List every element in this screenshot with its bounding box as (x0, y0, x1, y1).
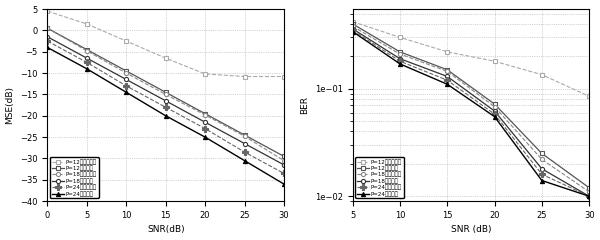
P=24优化导频 (280, 183, 287, 186)
P=12未优化导频 (162, 57, 169, 60)
P=18优化导频 (397, 57, 404, 60)
P=12未优化导频 (443, 50, 451, 53)
Legend: P=12未优化导频, P=12优化导频, P=18未优化导频, P=18优化导频, P=24未优化导频, P=24优化导频: P=12未优化导频, P=12优化导频, P=18未优化导频, P=18优化导频… (50, 157, 98, 198)
P=12未优化导频 (280, 75, 287, 78)
P=18未优化导频 (349, 25, 356, 28)
P=18未优化导频 (280, 159, 287, 162)
P=24优化导频 (491, 115, 498, 118)
Line: P=12未优化导频: P=12未优化导频 (46, 9, 286, 78)
P=18未优化导频 (443, 70, 451, 73)
P=18优化导频 (122, 78, 130, 81)
P=18未优化导频 (162, 93, 169, 96)
P=18优化导频 (202, 121, 209, 124)
P=18优化导频 (241, 142, 248, 145)
Line: P=24优化导频: P=24优化导频 (46, 45, 286, 186)
Legend: P=12未优化导频, P=12优化导频, P=18未优化导频, P=18优化导频, P=24未优化导频, P=24优化导频: P=12未优化导频, P=12优化导频, P=18未优化导频, P=18优化导频… (355, 157, 404, 198)
P=18未优化导频 (44, 27, 51, 30)
P=12未优化导频 (83, 23, 91, 25)
P=18未优化导频 (241, 135, 248, 138)
P=24优化导频 (122, 91, 130, 94)
P=24未优化导频 (122, 84, 130, 87)
P=24优化导频 (44, 46, 51, 49)
P=24优化导频 (241, 159, 248, 162)
P=24优化导频 (586, 195, 593, 198)
Line: P=12优化导频: P=12优化导频 (46, 26, 286, 158)
P=18优化导频 (586, 195, 593, 198)
P=18未优化导频 (122, 72, 130, 75)
P=18优化导频 (349, 27, 356, 30)
P=12未优化导频 (241, 75, 248, 78)
P=18优化导频 (44, 35, 51, 38)
P=24未优化导频 (202, 127, 209, 130)
P=18优化导频 (443, 75, 451, 78)
P=24未优化导频 (162, 106, 169, 109)
P=24未优化导频 (349, 29, 356, 32)
P=12优化导频 (202, 112, 209, 115)
P=24未优化导频 (280, 172, 287, 175)
P=24优化导频 (202, 136, 209, 138)
Y-axis label: MSE(dB): MSE(dB) (5, 86, 14, 124)
P=18优化导频 (491, 110, 498, 113)
P=18未优化导频 (397, 53, 404, 55)
P=24未优化导频 (443, 79, 451, 82)
Y-axis label: BER: BER (301, 96, 310, 114)
P=12优化导频 (586, 186, 593, 189)
P=12优化导频 (349, 23, 356, 25)
P=12未优化导频 (538, 73, 545, 76)
Line: P=24未优化导频: P=24未优化导频 (349, 27, 593, 200)
P=12未优化导频 (349, 20, 356, 23)
P=24未优化导频 (586, 195, 593, 198)
P=12优化导频 (241, 133, 248, 136)
P=18优化导频 (280, 163, 287, 166)
P=12优化导频 (280, 155, 287, 158)
P=12优化导频 (44, 27, 51, 30)
P=24未优化导频 (397, 60, 404, 63)
Line: P=18未优化导频: P=18未优化导频 (46, 26, 286, 163)
P=24优化导频 (83, 67, 91, 70)
P=24未优化导频 (241, 151, 248, 154)
P=18未优化导频 (538, 158, 545, 161)
P=24优化导频 (443, 83, 451, 86)
P=24优化导频 (538, 179, 545, 182)
Line: P=18未优化导频: P=18未优化导频 (350, 24, 591, 194)
P=12未优化导频 (491, 60, 498, 63)
P=12优化导频 (538, 152, 545, 155)
Line: P=12未优化导频: P=12未优化导频 (350, 20, 591, 98)
P=18未优化导频 (491, 105, 498, 108)
P=24优化导频 (162, 114, 169, 117)
X-axis label: SNR (dB): SNR (dB) (451, 225, 491, 234)
P=12优化导频 (122, 70, 130, 72)
P=24未优化导频 (491, 113, 498, 116)
P=24优化导频 (397, 62, 404, 65)
P=24优化导频 (349, 30, 356, 33)
Line: P=24未优化导频: P=24未优化导频 (44, 38, 287, 177)
P=18优化导频 (162, 99, 169, 102)
P=18未优化导频 (83, 49, 91, 52)
Line: P=24优化导频: P=24优化导频 (350, 30, 591, 198)
P=12优化导频 (83, 48, 91, 51)
P=24未优化导频 (83, 61, 91, 64)
P=12未优化导频 (397, 36, 404, 39)
P=18优化导频 (83, 57, 91, 60)
P=12未优化导频 (122, 40, 130, 42)
P=12优化导频 (443, 68, 451, 71)
Line: P=18优化导频: P=18优化导频 (46, 35, 286, 167)
P=12未优化导频 (202, 72, 209, 75)
P=18优化导频 (538, 167, 545, 170)
X-axis label: SNR(dB): SNR(dB) (147, 225, 185, 234)
P=18未优化导频 (586, 190, 593, 193)
P=24未优化导频 (44, 40, 51, 42)
Line: P=18优化导频: P=18优化导频 (350, 27, 591, 198)
Line: P=12优化导频: P=12优化导频 (350, 22, 591, 190)
P=12优化导频 (162, 91, 169, 94)
P=24未优化导频 (538, 173, 545, 176)
P=12优化导频 (491, 102, 498, 105)
P=12未优化导频 (586, 95, 593, 98)
P=18未优化导频 (202, 114, 209, 116)
P=12未优化导频 (44, 10, 51, 13)
P=12优化导频 (397, 50, 404, 53)
